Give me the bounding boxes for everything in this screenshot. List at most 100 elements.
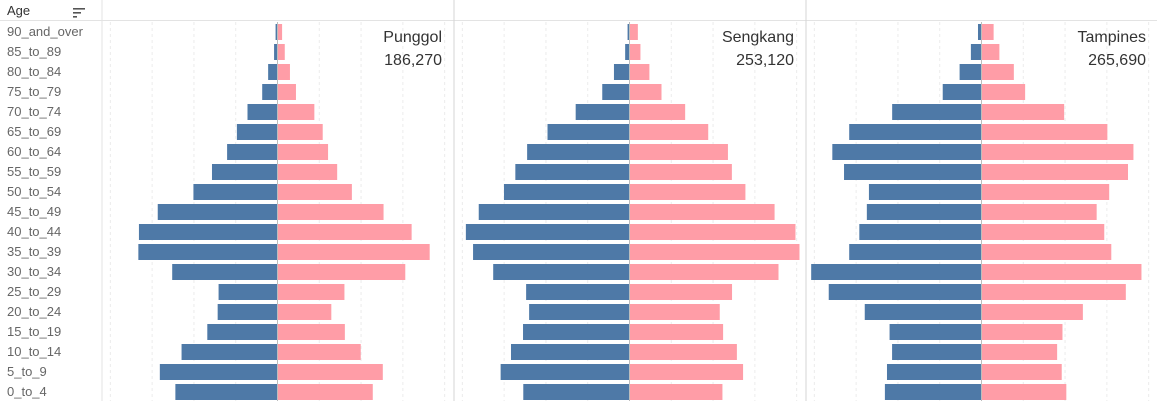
age-group-label: 50_to_54	[7, 184, 61, 199]
bar-female-0_to_4	[629, 384, 723, 400]
bar-female-45_to_49	[277, 204, 384, 220]
bar-female-15_to_19	[277, 324, 345, 340]
bar-female-80_to_84	[981, 64, 1014, 80]
bar-male-60_to_64	[832, 144, 982, 160]
bar-female-70_to_74	[629, 104, 686, 120]
bar-male-35_to_39	[473, 244, 630, 260]
bar-female-50_to_54	[277, 184, 352, 200]
bar-female-70_to_74	[981, 104, 1065, 120]
bar-female-75_to_79	[277, 84, 296, 100]
bar-male-90_and_over	[275, 24, 278, 40]
bar-female-5_to_9	[981, 364, 1062, 380]
bar-male-70_to_74	[247, 104, 278, 120]
bar-female-40_to_44	[629, 224, 796, 240]
bar-male-40_to_44	[859, 224, 982, 240]
age-group-label: 60_to_64	[7, 144, 61, 159]
bar-male-85_to_89	[625, 44, 630, 60]
bar-female-40_to_44	[981, 224, 1105, 240]
age-group-label: 5_to_9	[7, 364, 47, 379]
age-header: Age	[0, 0, 102, 21]
bar-male-70_to_74	[575, 104, 630, 120]
bar-female-45_to_49	[981, 204, 1097, 220]
age-group-label: 15_to_19	[7, 324, 61, 339]
bar-female-25_to_29	[981, 284, 1126, 300]
bar-male-10_to_14	[892, 344, 982, 360]
age-group-label: 30_to_34	[7, 264, 61, 279]
bar-male-75_to_79	[942, 84, 982, 100]
panel-name-label: Punggol	[383, 29, 442, 46]
bar-male-75_to_79	[262, 84, 278, 100]
panel-name-label: Sengkang	[722, 29, 794, 46]
age-group-label: 45_to_49	[7, 204, 61, 219]
bar-female-75_to_79	[981, 84, 1026, 100]
header-row-divider	[102, 0, 1157, 21]
bar-female-55_to_59	[629, 164, 732, 180]
bar-male-5_to_9	[886, 364, 982, 380]
bar-female-90_and_over	[981, 24, 994, 40]
bar-female-25_to_29	[277, 284, 345, 300]
age-group-label: 80_to_84	[7, 64, 61, 79]
bar-female-55_to_59	[981, 164, 1129, 180]
bar-male-90_and_over	[977, 24, 982, 40]
bar-female-90_and_over	[277, 24, 283, 40]
bar-male-40_to_44	[465, 224, 630, 240]
age-group-label: 20_to_24	[7, 304, 61, 319]
bar-male-50_to_54	[193, 184, 278, 200]
bar-male-30_to_34	[172, 264, 278, 280]
bar-male-15_to_19	[889, 324, 982, 340]
bar-male-80_to_84	[959, 64, 982, 80]
bar-female-85_to_89	[629, 44, 641, 60]
bar-male-45_to_49	[478, 204, 630, 220]
bar-female-20_to_24	[981, 304, 1083, 320]
bar-male-40_to_44	[138, 224, 278, 240]
bar-male-15_to_19	[523, 324, 630, 340]
panel-total-label: 253,120	[736, 52, 794, 69]
bar-female-15_to_19	[629, 324, 724, 340]
age-group-label: 85_to_89	[7, 44, 61, 59]
age-group-label: 25_to_29	[7, 284, 61, 299]
age-group-label: 35_to_39	[7, 244, 61, 259]
bar-female-40_to_44	[277, 224, 412, 240]
bar-male-25_to_29	[218, 284, 278, 300]
bar-female-85_to_89	[277, 44, 285, 60]
bar-female-5_to_9	[629, 364, 744, 380]
bar-male-5_to_9	[500, 364, 630, 380]
age-header-title: Age	[7, 3, 31, 18]
bar-female-50_to_54	[981, 184, 1110, 200]
bar-female-60_to_64	[629, 144, 728, 160]
bar-male-45_to_49	[157, 204, 278, 220]
bar-male-80_to_84	[268, 64, 278, 80]
bar-male-35_to_39	[138, 244, 278, 260]
bar-female-90_and_over	[629, 24, 638, 40]
bar-female-50_to_54	[629, 184, 746, 200]
bar-female-80_to_84	[629, 64, 650, 80]
bar-male-25_to_29	[526, 284, 630, 300]
age-group-label: 40_to_44	[7, 224, 61, 239]
sort-descending-icon[interactable]	[73, 5, 85, 23]
bar-female-10_to_14	[277, 344, 361, 360]
age-group-label: 55_to_59	[7, 164, 61, 179]
bar-female-30_to_34	[629, 264, 779, 280]
bar-female-35_to_39	[277, 244, 430, 260]
bar-male-85_to_89	[274, 44, 278, 60]
bar-male-65_to_69	[236, 124, 278, 140]
bar-female-15_to_19	[981, 324, 1063, 340]
bar-male-25_to_29	[828, 284, 982, 300]
bar-female-30_to_34	[981, 264, 1142, 280]
bar-female-85_to_89	[981, 44, 1000, 60]
bar-male-60_to_64	[527, 144, 630, 160]
bar-female-20_to_24	[629, 304, 720, 320]
bar-female-55_to_59	[277, 164, 338, 180]
bar-female-35_to_39	[629, 244, 800, 260]
bar-male-80_to_84	[613, 64, 630, 80]
bar-female-80_to_84	[277, 64, 290, 80]
bar-male-55_to_59	[844, 164, 982, 180]
bar-male-55_to_59	[515, 164, 630, 180]
bar-male-70_to_74	[892, 104, 982, 120]
bar-male-5_to_9	[159, 364, 278, 380]
bar-female-70_to_74	[277, 104, 315, 120]
bar-male-45_to_49	[866, 204, 982, 220]
bar-female-35_to_39	[981, 244, 1112, 260]
bar-male-30_to_34	[493, 264, 630, 280]
